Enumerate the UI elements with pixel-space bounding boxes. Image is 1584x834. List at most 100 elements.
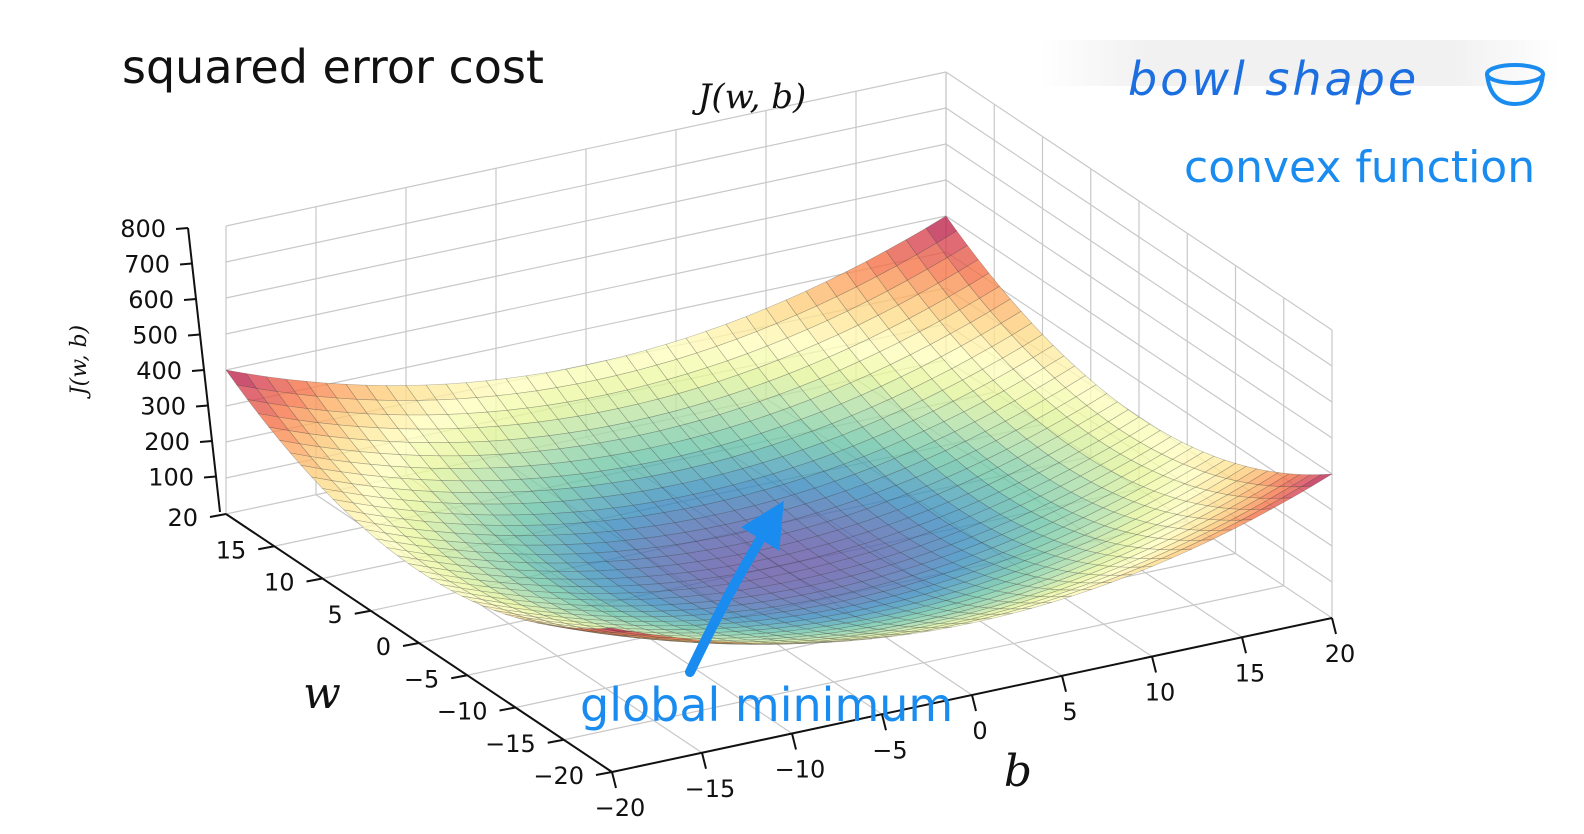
z-tick-label: 800: [120, 215, 166, 243]
surface-patch: [349, 461, 382, 477]
surface-patch: [947, 604, 979, 613]
slide-title: squared error cost: [122, 40, 544, 94]
z-tick-label: 300: [140, 393, 186, 421]
surface-patch: [1001, 607, 1033, 615]
w-tick: [595, 771, 613, 776]
surface-patch: [850, 636, 882, 640]
surface-patch: [979, 608, 1011, 615]
surface-patch: [666, 635, 697, 639]
bowl-shape-note: bowl shape: [1128, 52, 1420, 106]
surface-patch: [778, 561, 811, 574]
surface-patch: [503, 525, 536, 536]
surface-patch: [388, 441, 421, 456]
surface-patch: [424, 538, 458, 551]
surface-patch: [408, 441, 441, 457]
surface-patch: [859, 558, 892, 572]
surface-patch: [890, 631, 922, 635]
surface-patch: [544, 620, 576, 627]
surface-patch: [810, 580, 843, 592]
surface-patch: [971, 547, 1005, 561]
surface-patch: [386, 547, 418, 560]
surface-patch: [881, 633, 913, 638]
surface-patch: [451, 590, 483, 600]
surface-patch: [418, 570, 450, 582]
surface-patch: [591, 605, 623, 612]
surface-patch: [1119, 558, 1151, 568]
surface-patch: [672, 614, 704, 622]
surface-patch: [964, 431, 997, 451]
surface-patch: [332, 498, 365, 514]
global-minimum-note: global minimum: [580, 678, 954, 732]
surface-patch: [505, 375, 538, 394]
surface-patch: [858, 538, 891, 553]
surface-patch: [392, 508, 425, 522]
z-tick: [183, 298, 197, 301]
gridline-z: [225, 251, 947, 407]
surface-patch: [893, 590, 926, 601]
z-tick-label: 700: [124, 251, 170, 279]
surface-patch: [351, 483, 384, 499]
w-axis-label: w: [303, 668, 341, 719]
surface-patch: [567, 628, 599, 634]
surface-patch: [1261, 497, 1293, 510]
b-tick: [1151, 656, 1157, 673]
b-tick: [1061, 675, 1067, 692]
surface-patch: [924, 450, 957, 470]
surface-patch: [939, 618, 971, 625]
surface-patch: [305, 380, 338, 399]
surface-patch: [1059, 582, 1091, 591]
surface-patch: [1159, 539, 1191, 551]
surface-patch: [963, 575, 997, 586]
surface-patch: [998, 594, 1030, 603]
surface-patch: [517, 583, 551, 593]
surface-patch: [342, 509, 376, 524]
b-tick: [1241, 637, 1247, 654]
surface-patch: [951, 555, 985, 568]
surface-patch: [362, 512, 396, 528]
surface-patch: [1079, 574, 1111, 584]
surface-patch: [411, 489, 444, 504]
b-tick-label: 15: [1235, 659, 1266, 687]
surface-patch: [368, 439, 401, 455]
surface-patch: [515, 617, 547, 625]
surface-patch: [1141, 557, 1173, 568]
surface-patch: [746, 632, 777, 638]
z-tick: [191, 369, 205, 372]
cost-surface: [225, 215, 1333, 645]
w-tick: [499, 706, 516, 712]
surface-patch: [405, 384, 438, 401]
surface-patch: [366, 413, 399, 430]
w-tick-label: 0: [376, 633, 391, 661]
surface-patch: [610, 631, 642, 636]
b-tick: [971, 694, 977, 712]
surface-patch: [921, 626, 953, 632]
surface-patch: [472, 601, 504, 610]
surface-patch: [871, 581, 905, 592]
z-tick: [199, 440, 213, 443]
surface-patch: [383, 516, 416, 530]
surface-patch: [603, 518, 636, 532]
surface-patch: [943, 581, 977, 593]
surface-patch: [471, 492, 504, 505]
surface-patch: [397, 555, 429, 568]
surface-patch: [375, 538, 408, 552]
b-tick: [611, 771, 617, 789]
surface-patch: [593, 623, 625, 629]
surface-patch: [425, 383, 458, 401]
surface-patch: [288, 430, 321, 448]
surface-patch: [429, 467, 462, 482]
surface-patch: [726, 634, 757, 639]
surface-patch: [1101, 574, 1133, 584]
surface-patch: [903, 593, 937, 604]
surface-patch: [265, 376, 298, 395]
surface-patch: [678, 579, 711, 590]
b-tick-label: 0: [972, 717, 987, 745]
surface-patch: [636, 566, 670, 577]
surface-patch: [577, 586, 611, 594]
gridline-z: [945, 71, 1333, 331]
surface-patch: [365, 384, 398, 401]
surface-patch: [807, 633, 839, 638]
surface-patch: [933, 577, 966, 589]
w-tick: [547, 738, 564, 744]
surface-patch: [784, 503, 817, 520]
